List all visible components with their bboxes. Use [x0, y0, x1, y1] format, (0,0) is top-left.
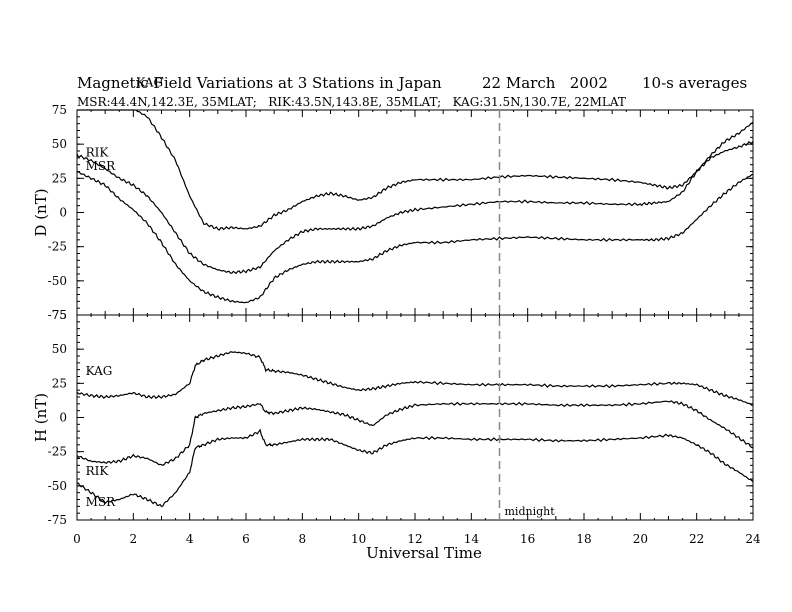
x-tick-label: 20 [633, 532, 648, 546]
x-tick-label: 16 [520, 532, 535, 546]
y-tick-label: -75 [48, 513, 67, 527]
y-tick-label: 0 [59, 411, 67, 425]
chart-subtitle: MSR:44.4N,142.3E, 35MLAT; RIK:43.5N,143.… [77, 95, 626, 109]
x-tick-label: 0 [73, 532, 81, 546]
y-tick-label: -50 [48, 274, 67, 288]
series-line-msr [76, 171, 754, 304]
y-tick-label: -25 [48, 445, 67, 459]
x-axis: 0 2 4 6 8 10 12 14 16 18 20 22 24 [73, 532, 761, 546]
x-tick-label: 22 [689, 532, 704, 546]
x-tick-label: 14 [464, 532, 480, 546]
series-label-rik: RIK [86, 464, 110, 478]
x-tick-label: 10 [351, 532, 366, 546]
y-tick-label: 50 [52, 342, 67, 356]
x-tick-label: 2 [130, 532, 138, 546]
y-tick-label: 50 [52, 137, 67, 151]
series-label-kag: KAG [136, 76, 163, 90]
series-label-msr: MSR [86, 495, 117, 509]
y-tick-label: 75 [52, 103, 67, 117]
series-label-msr: MSR [86, 159, 117, 173]
y-tick-label: -75 [48, 308, 67, 322]
x-tick-label: 18 [576, 532, 591, 546]
x-tick-label: 4 [186, 532, 194, 546]
y-axis-label: D (nT) [32, 188, 50, 236]
series-label-rik: RIK [86, 145, 110, 159]
y-tick-label: 75 [52, 308, 67, 322]
x-tick-label: 8 [299, 532, 307, 546]
y-tick-label: 25 [52, 376, 67, 390]
x-tick-label: 6 [242, 532, 250, 546]
y-tick-label: 25 [52, 171, 67, 185]
series-line-msr [77, 428, 754, 508]
chart-date: 22 March 2002 [482, 74, 608, 92]
x-axis-label: Universal Time [366, 544, 482, 562]
y-tick-label: -25 [48, 240, 67, 254]
plot-frame [76, 109, 754, 316]
series-line-kag [77, 109, 754, 231]
y-tick-label: 0 [59, 206, 67, 220]
series-line-kag [76, 351, 753, 406]
series-line-rik [76, 140, 754, 275]
chart-averaging: 10-s averages [642, 74, 747, 92]
y-tick-label: -50 [48, 479, 67, 493]
chart-title: Magnetic Field Variations at 3 Stations … [77, 74, 442, 92]
x-tick-label: 24 [745, 532, 761, 546]
panel-h: 75 50 25 0 -25 -50 -75 H (nT) KAG RIK MSR [32, 308, 754, 527]
y-axis-label: H (nT) [32, 393, 50, 442]
x-tick-label: 12 [407, 532, 422, 546]
series-line-rik [76, 400, 754, 466]
series-label-kag: KAG [86, 364, 113, 378]
midnight-label: midnight [505, 505, 556, 518]
